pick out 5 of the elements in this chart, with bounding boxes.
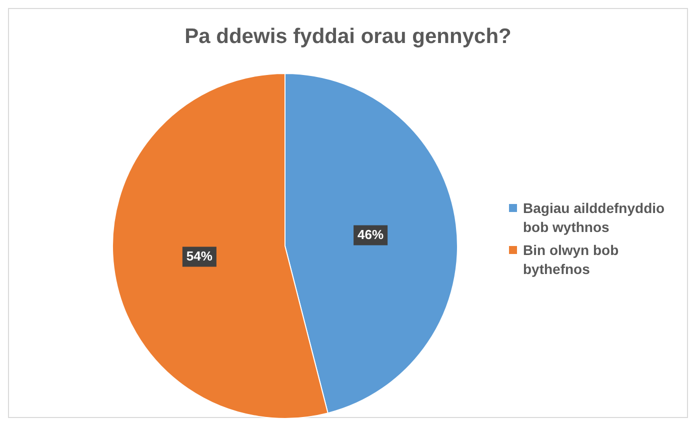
chart-title: Pa ddewis fyddai orau gennych?	[184, 25, 512, 49]
data-label: 54%	[186, 248, 213, 264]
data-label: 46%	[358, 226, 384, 242]
legend-label: Bagiau ailddefnyddio bob wythnos	[523, 199, 666, 237]
legend-label: Bin olwyn bob bythefnos	[523, 241, 620, 279]
